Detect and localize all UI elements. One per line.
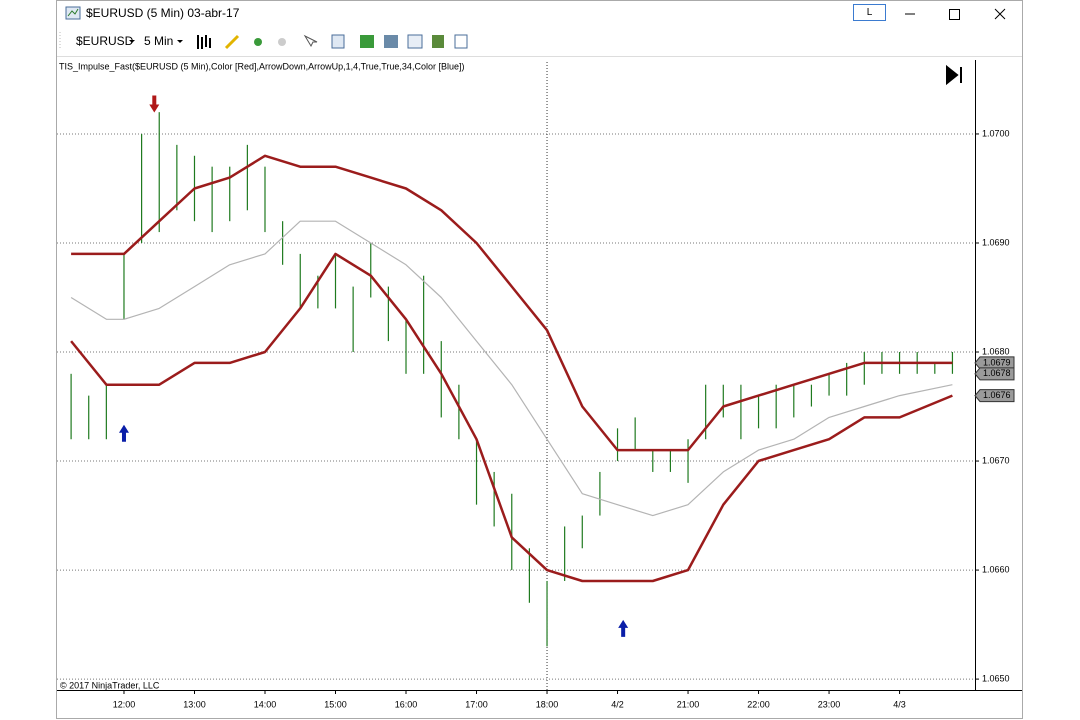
app-icon: [65, 6, 81, 20]
scroll-to-end-button[interactable]: [946, 64, 962, 86]
x-tick-label: 12:00: [113, 699, 136, 709]
window-title: $EURUSD (5 Min) 03-abr-17: [86, 6, 240, 20]
price-marker-label: 1.0678: [983, 368, 1011, 378]
window-frame: [56, 0, 1023, 719]
instrument-dropdown[interactable]: [129, 40, 135, 43]
x-tick-label: 22:00: [747, 699, 770, 709]
mode-button[interactable]: [853, 4, 886, 21]
x-tick-label: 17:00: [465, 699, 488, 709]
maximize-button[interactable]: [949, 9, 960, 20]
indicator-label: TIS_Impulse_Fast($EURUSD (5 Min),Color […: [59, 61, 464, 71]
y-tick-label: 1.0670: [982, 455, 1010, 465]
plot-area: 1.0650 1.0660 1.0670 1.0680 1.0690 1.0700 12:0…: [57, 62, 1015, 709]
close-button[interactable]: [994, 8, 1006, 20]
x-tick-label: 4/2: [611, 699, 624, 709]
signal-arrow: [618, 619, 629, 637]
band-line: [70, 220, 953, 517]
band-line: [70, 252, 953, 583]
select-tool-button[interactable]: [303, 34, 318, 48]
properties-button[interactable]: [454, 34, 468, 49]
y-tick-label: 1.0660: [982, 564, 1010, 574]
y-tick-label: 1.0650: [982, 673, 1010, 683]
x-tick-label: 15:00: [324, 699, 347, 709]
add-indicator-button[interactable]: [254, 38, 262, 46]
y-tick-label: 1.0700: [982, 128, 1010, 138]
interval-dropdown[interactable]: [177, 40, 183, 43]
interval-selector[interactable]: 5 Min: [144, 34, 173, 48]
x-tick-label: 18:00: [536, 699, 559, 709]
zoom-button[interactable]: [331, 34, 345, 49]
remove-indicator-button[interactable]: [278, 38, 286, 46]
price-marker-label: 1.0679: [983, 357, 1011, 367]
x-tick-label: 16:00: [395, 699, 418, 709]
chart-trader-button[interactable]: [407, 34, 423, 49]
app-icon-glyph: [67, 8, 79, 17]
instrument-selector[interactable]: $EURUSD: [76, 34, 134, 48]
strategies-button[interactable]: [360, 35, 374, 48]
x-tick-label: 13:00: [183, 699, 206, 709]
price-marker: [974, 356, 1015, 370]
data-box-button[interactable]: [384, 35, 398, 48]
y-tick-label: 1.0680: [982, 346, 1010, 356]
x-tick-label: 14:00: [254, 699, 277, 709]
signal-arrow: [118, 424, 129, 442]
mode-button-label[interactable]: L: [867, 7, 873, 18]
bar-type-button[interactable]: [197, 35, 211, 49]
price-marker: [974, 389, 1015, 403]
y-tick-label: 1.0690: [982, 237, 1010, 247]
orders-button[interactable]: [432, 35, 444, 48]
drawing-tool-button[interactable]: [224, 34, 240, 50]
x-tick-label: 23:00: [818, 699, 841, 709]
signal-arrow: [149, 95, 160, 113]
price-marker-label: 1.0676: [983, 390, 1011, 400]
x-tick-label: 21:00: [677, 699, 700, 709]
band-line: [71, 154, 953, 452]
x-tick-label: 4/3: [893, 699, 906, 709]
price-marker: [974, 367, 1015, 381]
copyright: © 2017 NinjaTrader, LLC: [60, 680, 160, 690]
